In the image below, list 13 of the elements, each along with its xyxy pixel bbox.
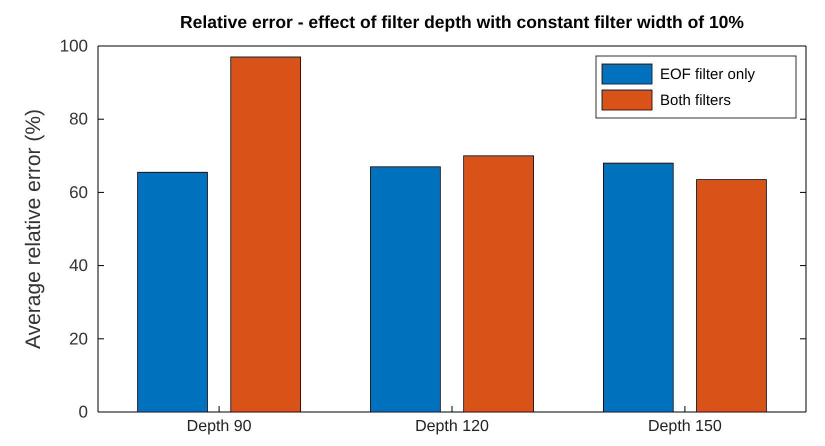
y-axis-title: Average relative error (%) (22, 108, 45, 350)
y-tick-label: 60 (69, 182, 88, 202)
y-tick-label: 40 (69, 256, 88, 276)
legend-label: Both filters (660, 92, 731, 109)
chart-title: Relative error - effect of filter depth with constant filter width of 10% (180, 12, 744, 32)
y-tick-label: 0 (78, 402, 88, 422)
y-tick-label: 100 (60, 36, 88, 56)
x-tick-label: Depth 150 (648, 418, 722, 435)
x-tick-label: Depth 120 (415, 418, 490, 435)
x-tick-label: Depth 90 (186, 418, 252, 435)
y-tick-label: 80 (69, 110, 88, 129)
legend-label: EOF filter only (660, 66, 756, 83)
y-tick-label: 20 (69, 329, 88, 348)
